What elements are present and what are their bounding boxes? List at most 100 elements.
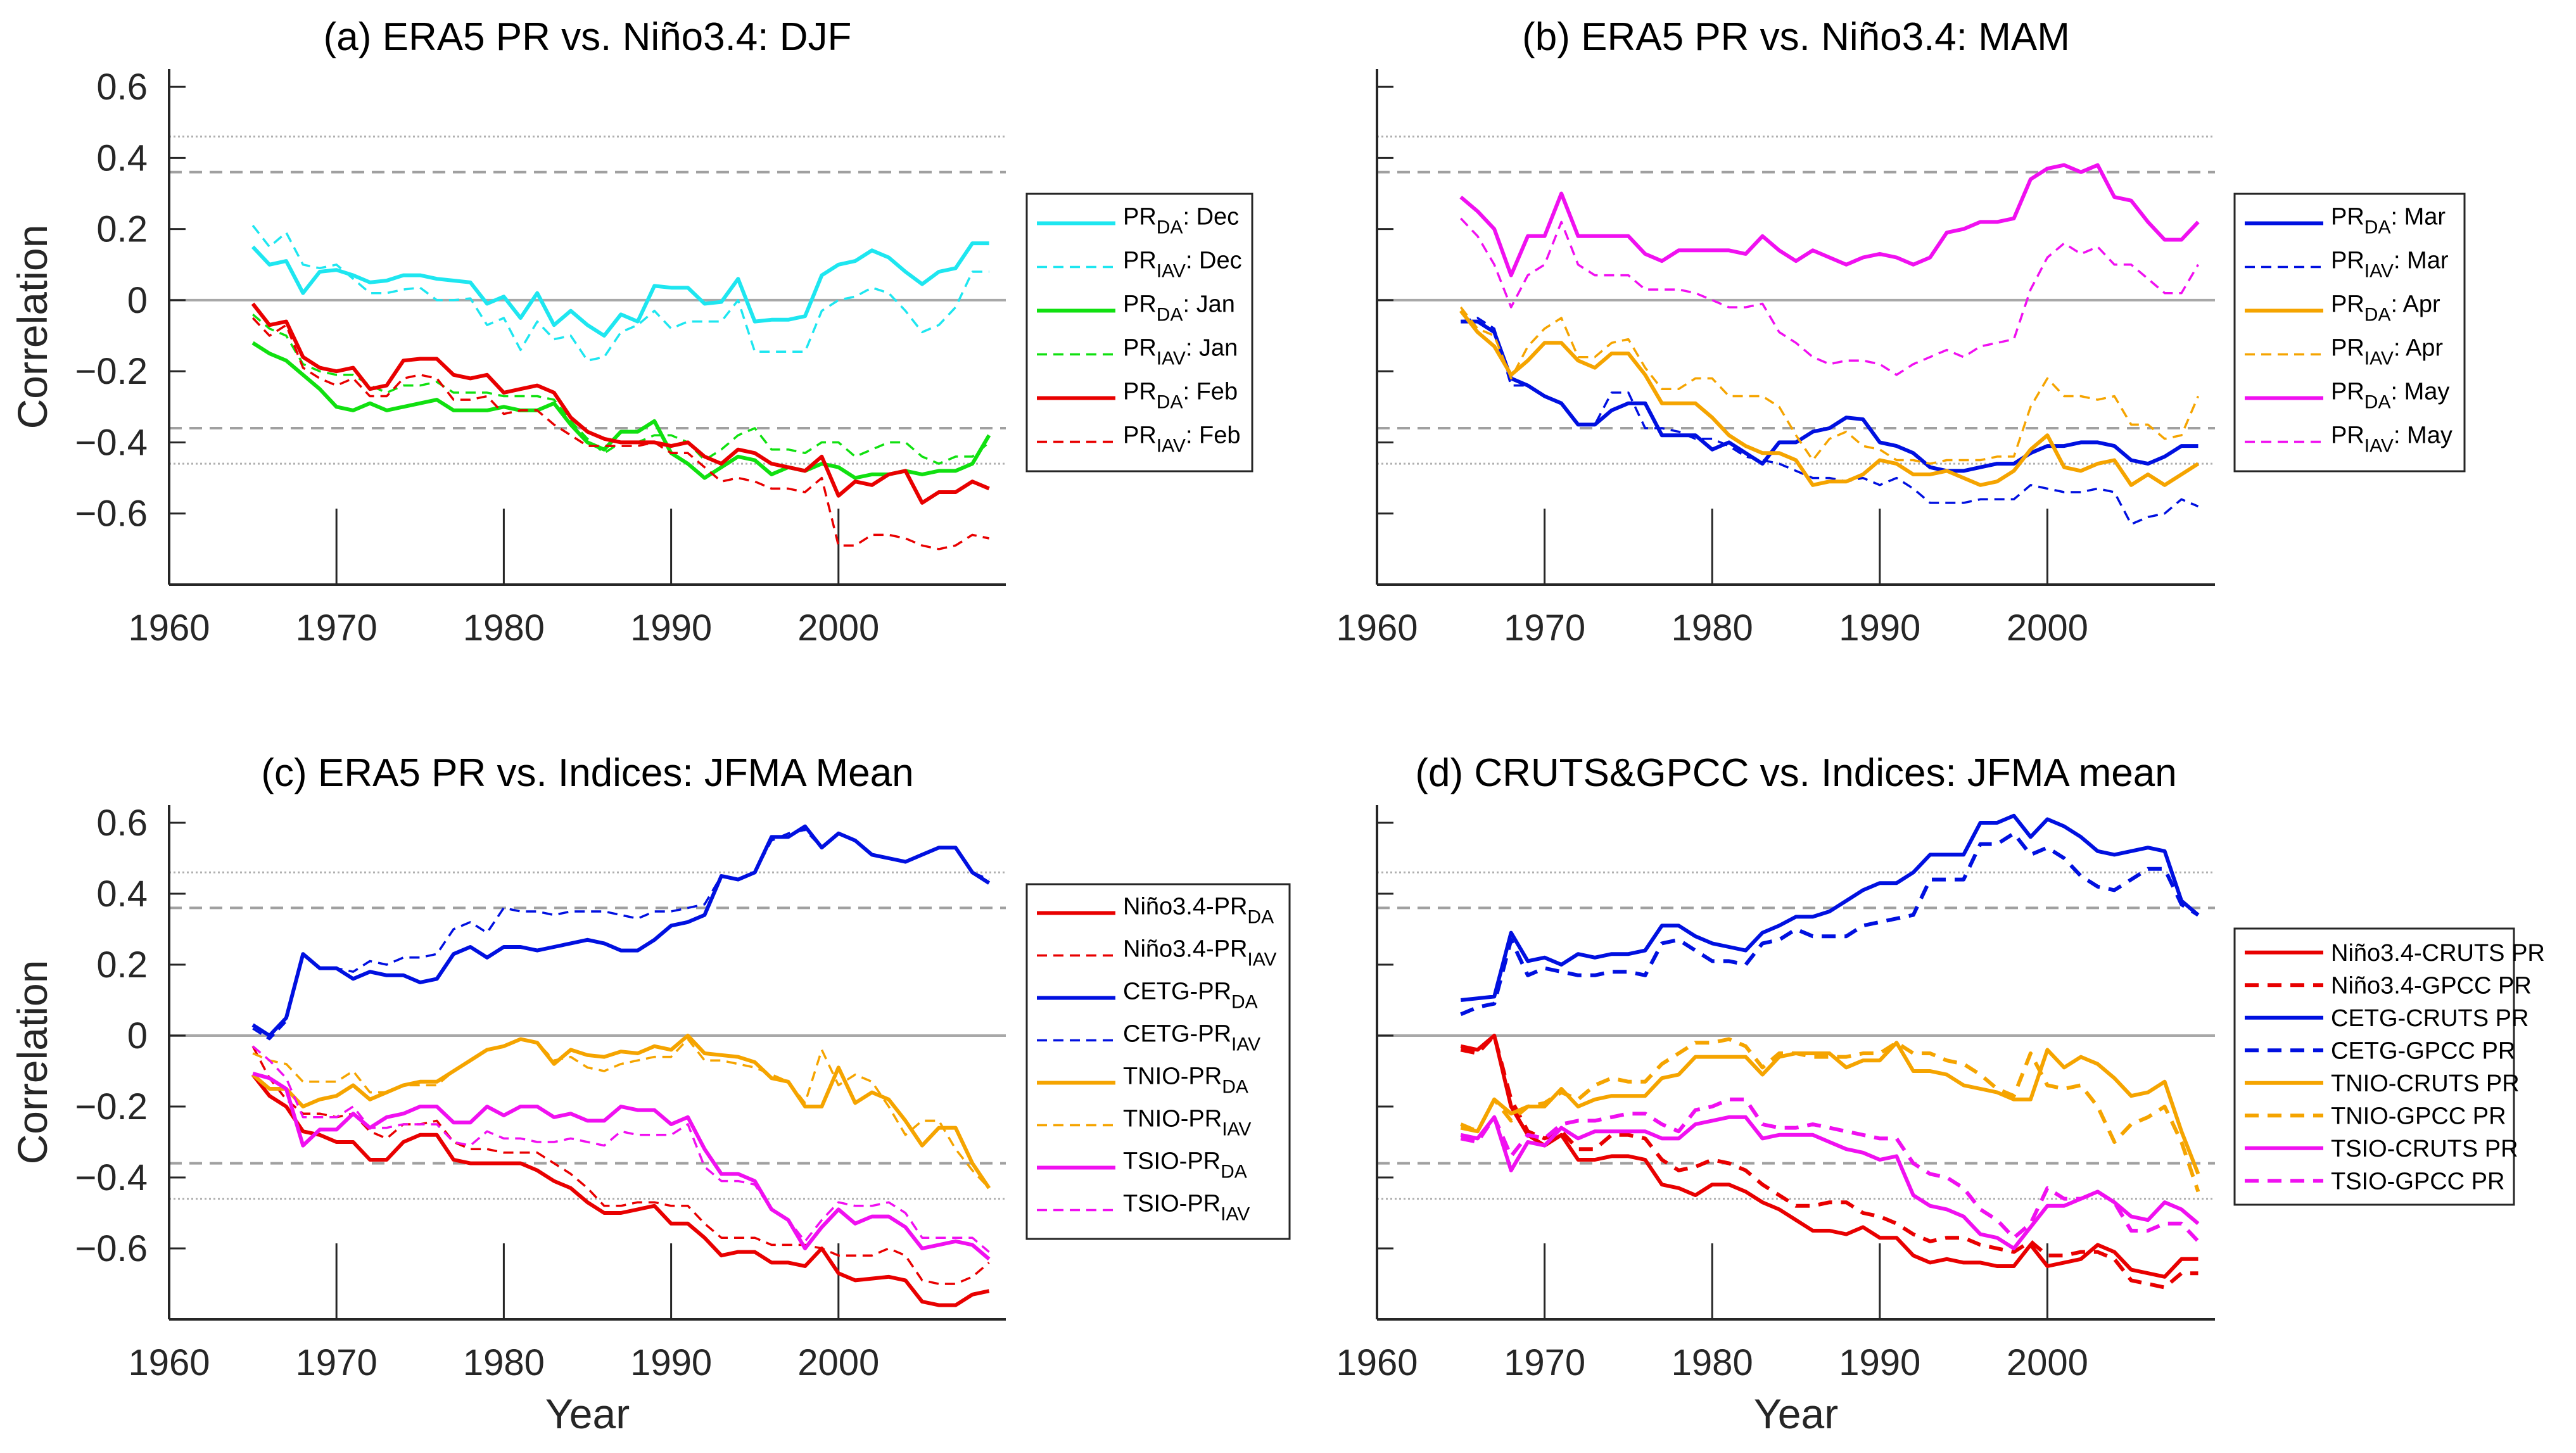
y-tick-label: 0.4 bbox=[96, 137, 148, 179]
legend-label-suffix: : Dec bbox=[1186, 248, 1242, 274]
x-tick-label: 1990 bbox=[1839, 607, 1920, 649]
y-tick-label: 0.2 bbox=[96, 944, 148, 986]
legend-label-subscript: IAV bbox=[1157, 261, 1186, 282]
series-line-tnio-cruts-pr bbox=[1460, 1041, 2200, 1175]
y-tick-label: 0 bbox=[127, 1015, 148, 1056]
x-tick-label: 1980 bbox=[1672, 1342, 1753, 1383]
x-tick-label: 1970 bbox=[1504, 607, 1585, 649]
legend-label: TSIO-GPCC PR bbox=[2331, 1168, 2504, 1195]
legend-label: TNIO-PRDA bbox=[1123, 1063, 1248, 1098]
legend-label-suffix: : Apr bbox=[2394, 335, 2443, 362]
legend: Niño3.4-PRDANiño3.4-PRIAVCETG-PRDACETG-P… bbox=[1025, 883, 1291, 1240]
legend-label: Niño3.4-PRDA bbox=[1123, 894, 1274, 928]
legend-label-suffix: : Apr bbox=[2390, 291, 2440, 318]
legend-label-base: PR bbox=[2331, 422, 2364, 449]
legend-label: TNIO-CRUTS PR bbox=[2331, 1070, 2520, 1097]
series-line-pr-iav-feb bbox=[251, 317, 989, 550]
legend-label: PRIAV: May bbox=[2331, 422, 2452, 457]
legend-label-suffix: : Mar bbox=[2390, 204, 2446, 231]
legend-label-subscript: IAV bbox=[2364, 436, 2394, 457]
legend-label: PRDA: Feb bbox=[1123, 379, 1238, 413]
legend-label: CETG-GPCC PR bbox=[2331, 1037, 2515, 1064]
series-line-ni-o3-4-pr-iav bbox=[251, 1045, 990, 1285]
series-line-tnio-pr-iav bbox=[252, 1037, 990, 1190]
legend-label-suffix: : Jan bbox=[1186, 335, 1238, 362]
x-tick-label: 1970 bbox=[296, 607, 378, 649]
y-tick-label: −0.6 bbox=[75, 493, 148, 535]
legend-label-base: TNIO-GPCC PR bbox=[2331, 1103, 2506, 1129]
legend-label: TSIO-PRDA bbox=[1123, 1148, 1247, 1183]
series-line-tsio-cruts-pr bbox=[1460, 1115, 2200, 1250]
x-tick-label: 2000 bbox=[2007, 1342, 2088, 1383]
legend-label-base: PR bbox=[1123, 422, 1157, 449]
legend-box bbox=[2233, 193, 2466, 473]
legend-label-base: CETG-CRUTS PR bbox=[2331, 1005, 2528, 1032]
y-tick-label: −0.4 bbox=[75, 1157, 148, 1198]
legend-label-subscript: IAV bbox=[1247, 949, 1276, 970]
legend-label-base: PR bbox=[1123, 248, 1157, 274]
legend-label-suffix: : Jan bbox=[1183, 291, 1234, 318]
chart-title: (c) ERA5 PR vs. Indices: JFMA Mean bbox=[261, 751, 913, 795]
series-line-tnio-pr-da bbox=[251, 1034, 991, 1190]
legend-label: TSIO-PRIAV bbox=[1123, 1191, 1250, 1225]
series-line-cetg-pr-da bbox=[251, 824, 991, 1037]
x-axis-label: Year bbox=[545, 1390, 630, 1437]
x-tick-label: 1970 bbox=[1504, 1342, 1585, 1383]
legend-label-base: PR bbox=[2331, 204, 2364, 231]
series-line-tsio-pr-da bbox=[252, 1072, 991, 1261]
y-axis-label: Correlation bbox=[9, 960, 56, 1165]
chart-panel-d: (d) CRUTS&GPCC vs. Indices: JFMA mean 196… bbox=[1336, 751, 2544, 1437]
series-line-cetg-pr-iav bbox=[252, 828, 990, 1041]
x-tick-label: 1960 bbox=[128, 607, 210, 649]
legend-label-base: TSIO-CRUTS PR bbox=[2331, 1136, 2518, 1162]
legend: Niño3.4-CRUTS PR Niño3.4-GPCC PR CETG-CRUT… bbox=[2233, 927, 2545, 1206]
legend-label-base: TNIO-PR bbox=[1123, 1106, 1222, 1133]
legend-label-base: Niño3.4-PR bbox=[1123, 936, 1247, 963]
x-tick-label: 1980 bbox=[463, 1342, 545, 1383]
y-tick-label: 0 bbox=[127, 280, 148, 321]
legend-label-base: Niño3.4-PR bbox=[1123, 894, 1247, 920]
legend-label-subscript: DA bbox=[1157, 217, 1183, 238]
x-tick-label: 1980 bbox=[463, 607, 545, 649]
legend-label-subscript: DA bbox=[1157, 305, 1183, 326]
series-line-pr-iav-may bbox=[1460, 217, 2200, 376]
legend-label-base: CETG-PR bbox=[1123, 1021, 1231, 1048]
x-tick-label: 1980 bbox=[1672, 607, 1753, 649]
series-line-pr-iav-mar bbox=[1460, 317, 2199, 526]
y-tick-label: −0.2 bbox=[75, 1086, 148, 1127]
legend-label-base: TSIO-PR bbox=[1123, 1148, 1221, 1175]
chart-title: (b) ERA5 PR vs. Niño3.4: MAM bbox=[1522, 15, 2070, 59]
legend-label-subscript: IAV bbox=[1157, 436, 1186, 457]
series-line-tsio-gpcc-pr bbox=[1460, 1097, 2200, 1243]
legend-label-subscript: DA bbox=[1157, 392, 1183, 413]
series-line-ni-o3-4-pr-da bbox=[251, 1073, 990, 1307]
legend-label: Niño3.4-GPCC PR bbox=[2331, 972, 2532, 999]
legend-label: PRIAV: Dec bbox=[1123, 248, 1242, 282]
legend-label-subscript: DA bbox=[1247, 907, 1274, 928]
x-tick-label: 1960 bbox=[1336, 607, 1418, 649]
legend-label: PRIAV: Apr bbox=[2331, 335, 2443, 369]
legend-label-subscript: DA bbox=[1221, 1162, 1247, 1183]
legend-label-suffix: : May bbox=[2394, 422, 2452, 449]
y-tick-label: −0.2 bbox=[75, 351, 148, 392]
y-tick-label: 0.6 bbox=[96, 803, 148, 844]
legend-label-subscript: DA bbox=[1231, 992, 1258, 1013]
legend-label: PRIAV: Mar bbox=[2331, 248, 2449, 282]
legend-label-base: TNIO-CRUTS PR bbox=[2331, 1070, 2520, 1097]
x-tick-label: 2000 bbox=[797, 607, 879, 649]
legend-label-subscript: DA bbox=[1222, 1077, 1248, 1098]
legend-label: CETG-PRDA bbox=[1123, 979, 1258, 1013]
series-line-pr-da-jan bbox=[251, 341, 991, 480]
chart-title: (a) ERA5 PR vs. Niño3.4: DJF bbox=[324, 15, 852, 59]
legend-label-base: TSIO-GPCC PR bbox=[2331, 1168, 2504, 1195]
legend-label: TNIO-PRIAV bbox=[1123, 1106, 1251, 1140]
legend-label-suffix: : Dec bbox=[1183, 204, 1239, 231]
legend-label: PRDA: Dec bbox=[1123, 204, 1239, 238]
x-axis-label: Year bbox=[1754, 1390, 1838, 1437]
y-tick-label: 0.2 bbox=[96, 209, 148, 250]
legend-label-subscript: DA bbox=[2364, 305, 2391, 326]
x-tick-label: 1990 bbox=[630, 1342, 712, 1383]
legend-label-base: PR bbox=[1123, 204, 1157, 231]
